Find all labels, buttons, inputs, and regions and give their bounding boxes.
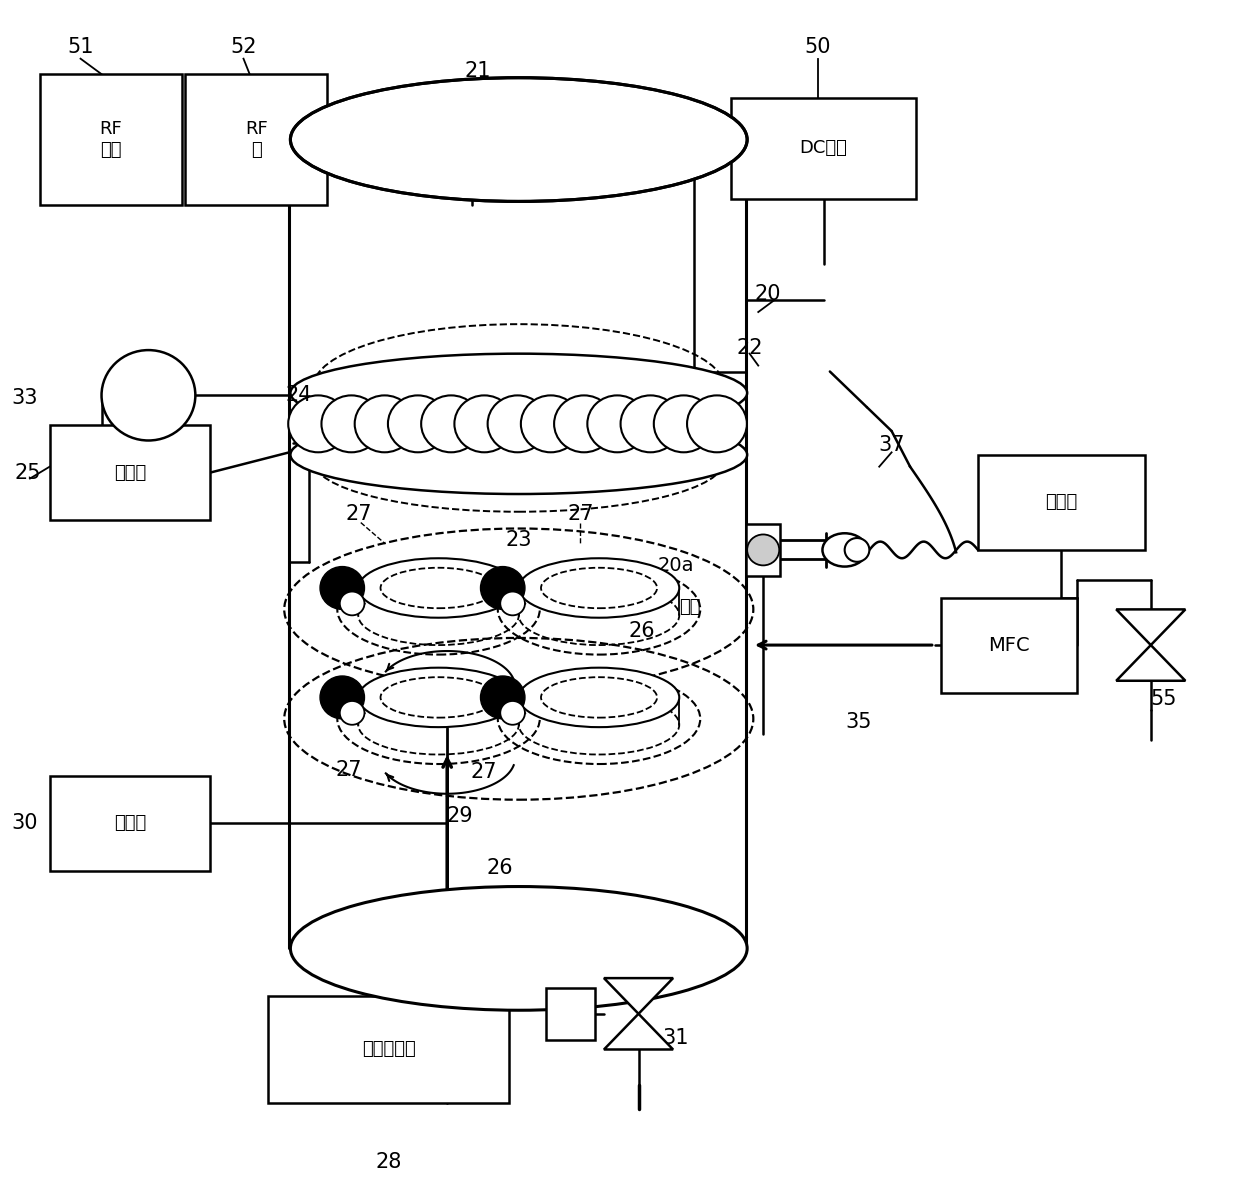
Text: 25: 25 [14, 462, 41, 483]
Circle shape [481, 566, 525, 609]
Text: 37: 37 [878, 435, 905, 455]
Ellipse shape [518, 668, 680, 727]
Circle shape [500, 701, 525, 725]
FancyBboxPatch shape [50, 425, 210, 520]
Text: 23: 23 [506, 531, 532, 551]
Circle shape [481, 676, 525, 719]
Circle shape [102, 350, 196, 441]
Polygon shape [1116, 645, 1185, 681]
Text: 27: 27 [335, 760, 362, 780]
Text: 放大器: 放大器 [1045, 494, 1078, 511]
Text: 33: 33 [11, 387, 38, 407]
Polygon shape [604, 979, 673, 1013]
Text: RF
机: RF 机 [246, 121, 268, 159]
Text: 28: 28 [376, 1152, 402, 1172]
Circle shape [340, 592, 365, 615]
Text: 50: 50 [805, 37, 831, 57]
Ellipse shape [554, 396, 614, 452]
Ellipse shape [521, 396, 580, 452]
FancyBboxPatch shape [732, 98, 916, 200]
Text: 20: 20 [755, 284, 781, 305]
Text: 变换器: 变换器 [114, 815, 146, 833]
Text: 27: 27 [471, 762, 497, 783]
FancyBboxPatch shape [268, 995, 508, 1103]
Ellipse shape [321, 396, 381, 452]
Ellipse shape [358, 558, 518, 618]
Circle shape [320, 676, 365, 719]
Text: 27: 27 [567, 504, 594, 525]
Circle shape [340, 701, 365, 725]
Ellipse shape [355, 396, 414, 452]
Ellipse shape [487, 396, 547, 452]
Ellipse shape [454, 396, 515, 452]
Text: MFC: MFC [988, 636, 1029, 655]
Text: 51: 51 [67, 37, 94, 57]
Text: 24: 24 [285, 385, 312, 405]
Text: 气体: 气体 [680, 598, 701, 615]
Text: 21: 21 [465, 61, 491, 80]
Ellipse shape [687, 396, 746, 452]
FancyBboxPatch shape [546, 987, 595, 1040]
Text: 30: 30 [11, 814, 38, 833]
FancyBboxPatch shape [50, 776, 210, 871]
Ellipse shape [518, 558, 680, 618]
Ellipse shape [844, 538, 869, 562]
Text: 55: 55 [1149, 688, 1177, 709]
Ellipse shape [822, 533, 867, 566]
Ellipse shape [620, 396, 681, 452]
Text: 20a: 20a [657, 556, 694, 575]
Ellipse shape [290, 78, 748, 202]
Ellipse shape [422, 396, 481, 452]
Text: 阀门开闭机: 阀门开闭机 [362, 1041, 415, 1059]
Text: 变换器: 变换器 [114, 464, 146, 482]
Text: P: P [141, 386, 155, 405]
Circle shape [500, 592, 525, 615]
Text: DC电源: DC电源 [800, 140, 848, 158]
Text: 35: 35 [844, 712, 872, 733]
Text: 52: 52 [231, 37, 257, 57]
FancyBboxPatch shape [40, 74, 182, 206]
FancyBboxPatch shape [941, 598, 1076, 693]
Ellipse shape [358, 668, 518, 727]
Ellipse shape [290, 416, 748, 494]
FancyBboxPatch shape [186, 74, 327, 206]
Text: 29: 29 [446, 807, 472, 827]
Text: 27: 27 [345, 504, 372, 525]
Text: RF
电源: RF 电源 [99, 121, 123, 159]
Text: 26: 26 [629, 621, 656, 641]
Ellipse shape [588, 396, 647, 452]
Text: 22: 22 [737, 338, 763, 357]
Ellipse shape [388, 396, 448, 452]
Ellipse shape [653, 396, 714, 452]
FancyBboxPatch shape [978, 455, 1145, 550]
Ellipse shape [748, 534, 779, 565]
FancyBboxPatch shape [746, 523, 780, 576]
Polygon shape [1116, 609, 1185, 645]
Polygon shape [604, 1013, 673, 1049]
Text: 26: 26 [487, 858, 513, 877]
Ellipse shape [290, 887, 748, 1010]
Ellipse shape [290, 354, 748, 433]
Circle shape [320, 566, 365, 609]
Ellipse shape [288, 396, 348, 452]
Text: 31: 31 [662, 1028, 688, 1048]
